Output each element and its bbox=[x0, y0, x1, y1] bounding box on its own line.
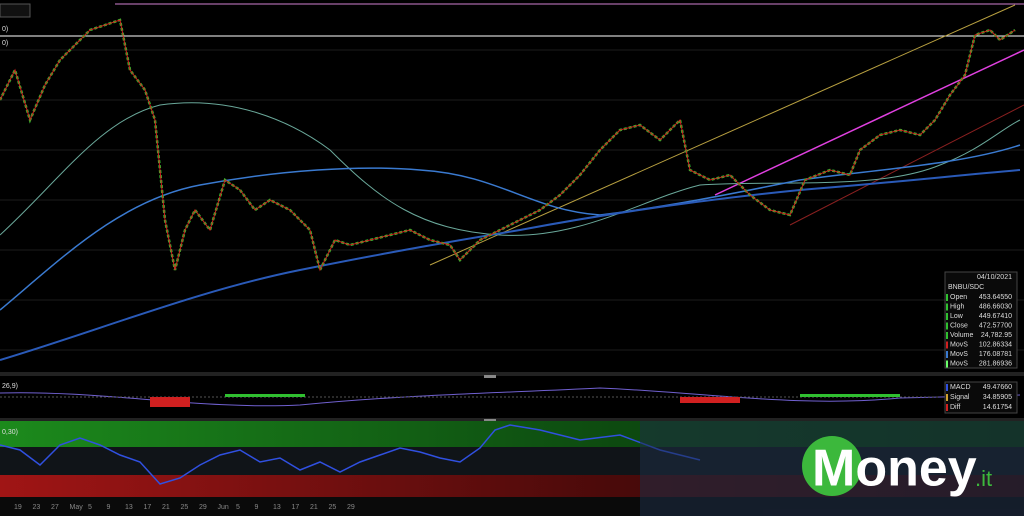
info-value: 24,782.95 bbox=[981, 332, 1012, 339]
info-panel: 04/10/2021 BNBU/SDC Open 453.64550 High 486… bbox=[944, 271, 1018, 369]
divider bbox=[0, 418, 1024, 421]
info-value: 472.57700 bbox=[979, 322, 1012, 329]
info-swatch bbox=[946, 313, 948, 320]
info-key: Close bbox=[950, 322, 968, 329]
info-value: 449.67410 bbox=[979, 313, 1012, 320]
logo-suffix: .it bbox=[975, 466, 992, 491]
x-tick-label: 21 bbox=[310, 504, 318, 511]
info-value: 176.08781 bbox=[979, 351, 1012, 358]
trend-line bbox=[429, 4, 1016, 266]
macd-panel: 26,9) MACD 49.47660 Signal 34.85905 Diff 14.6… bbox=[0, 381, 1021, 414]
info-key: MovS bbox=[950, 360, 968, 367]
info-date: 04/10/2021 bbox=[977, 274, 1012, 281]
macd-value: 14.61754 bbox=[983, 404, 1012, 411]
x-tick-label: 25 bbox=[329, 504, 337, 511]
x-axis: 19 23 27 May 5 9 13 17 21 25 29 Jun 5 9 13 17 21 25 29 bbox=[14, 504, 355, 511]
macd-info-bg bbox=[944, 381, 1018, 414]
info-key: MovS bbox=[950, 351, 968, 358]
x-tick-label: 17 bbox=[144, 504, 152, 511]
logo-circle bbox=[802, 436, 862, 496]
resize-handle[interactable] bbox=[484, 419, 496, 422]
x-tick-label: 23 bbox=[33, 504, 41, 511]
x-tick-label: 29 bbox=[347, 504, 355, 511]
info-key: MovS bbox=[950, 341, 968, 348]
toolbar-box bbox=[0, 3, 31, 18]
macd-value: 34.85905 bbox=[983, 394, 1012, 401]
rsi-line bbox=[0, 424, 701, 485]
x-tick-label: 21 bbox=[162, 504, 170, 511]
x-tick-label: May bbox=[70, 504, 84, 511]
info-swatch bbox=[946, 360, 948, 368]
indicator-label: 0) bbox=[2, 40, 8, 47]
channel-line bbox=[714, 49, 1024, 196]
info-key: Volume bbox=[950, 332, 973, 339]
macd-key: Diff bbox=[950, 404, 960, 411]
resize-handle[interactable] bbox=[484, 375, 496, 378]
x-tick-label: 13 bbox=[273, 504, 281, 511]
chart-bg bbox=[0, 0, 1024, 372]
price-wicks bbox=[0, 19, 1016, 272]
x-tick-label: 27 bbox=[51, 504, 59, 511]
info-value: 102.86334 bbox=[979, 341, 1012, 348]
x-tick-label: 25 bbox=[181, 504, 189, 511]
indicator-label: 0) bbox=[2, 26, 8, 33]
info-swatch bbox=[946, 294, 948, 301]
rsi-label: 0,30) bbox=[2, 429, 18, 436]
macd-key: MACD bbox=[950, 384, 971, 391]
macd-swatch bbox=[946, 384, 948, 391]
info-swatch bbox=[946, 351, 948, 358]
macd-histogram bbox=[800, 394, 900, 397]
macd-swatch bbox=[946, 394, 948, 401]
info-key: High bbox=[950, 303, 965, 310]
info-panel-bg bbox=[944, 271, 1018, 369]
info-symbol: BNBU/SDC bbox=[948, 284, 984, 291]
info-key: Low bbox=[950, 313, 964, 320]
info-key: Open bbox=[950, 294, 967, 301]
moving-average-long bbox=[0, 169, 1021, 361]
logo-text: Money bbox=[812, 440, 977, 498]
macd-swatch bbox=[946, 404, 948, 411]
x-tick-label: 29 bbox=[199, 504, 207, 511]
x-tick-label: 5 bbox=[236, 504, 240, 511]
info-swatch bbox=[946, 341, 948, 349]
info-value: 281.86936 bbox=[979, 360, 1012, 367]
macd-label: 26,9) bbox=[2, 383, 18, 390]
info-swatch bbox=[946, 303, 948, 311]
info-value: 453.64550 bbox=[979, 294, 1012, 301]
macd-histogram bbox=[150, 397, 190, 407]
macd-value: 49.47660 bbox=[983, 384, 1012, 391]
info-swatch bbox=[946, 322, 948, 330]
x-tick-label: 19 bbox=[14, 504, 22, 511]
info-swatch bbox=[946, 332, 948, 339]
x-tick-label: 9 bbox=[255, 504, 259, 511]
x-tick-label: 13 bbox=[125, 504, 133, 511]
x-tick-label: Jun bbox=[218, 504, 229, 511]
divider bbox=[0, 372, 1024, 376]
main-chart: 0) 0) 04/10/2021 BNBU/SDC Open 453.64550 H… bbox=[0, 0, 1024, 372]
x-tick-label: 9 bbox=[107, 504, 111, 511]
x-tick-label: 17 bbox=[292, 504, 300, 511]
channel-line-lower bbox=[789, 104, 1024, 226]
macd-histogram bbox=[225, 394, 305, 397]
x-tick-label: 5 bbox=[88, 504, 92, 511]
macd-key: Signal bbox=[950, 394, 970, 401]
macd-histogram bbox=[680, 397, 740, 403]
logo: Money .it bbox=[802, 436, 992, 498]
info-value: 486.66030 bbox=[979, 303, 1012, 310]
